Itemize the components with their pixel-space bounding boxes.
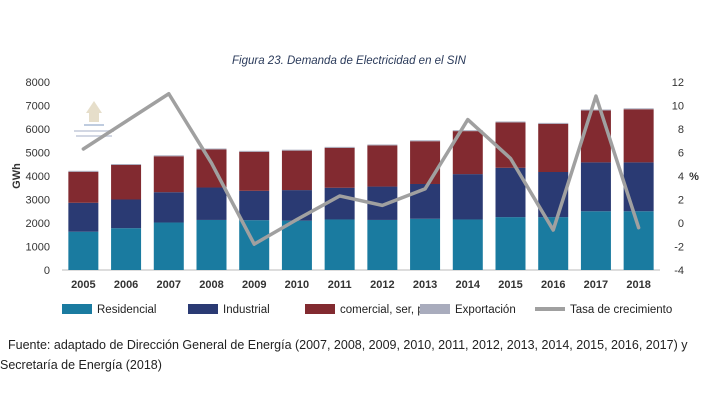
x-tick-label: 2014: [456, 279, 481, 291]
y2-tick-label: 0: [678, 218, 684, 230]
bar-exportaci-n: [153, 155, 184, 157]
y-tick-label: 4000: [26, 171, 50, 183]
y-tick-label: 7000: [26, 101, 50, 113]
bar-exportaci-n: [452, 130, 483, 132]
y-tick-label: 1000: [26, 242, 50, 254]
logo-watermark: [74, 101, 114, 137]
y2-tick-label: 8: [678, 124, 684, 136]
bar-industrial: [239, 190, 270, 221]
bar-residencial: [495, 217, 526, 270]
x-tick-label: 2015: [498, 279, 522, 291]
y-tick-label: 8000: [26, 77, 50, 89]
x-tick-label: 2006: [114, 279, 138, 291]
bar-residencial: [68, 231, 99, 270]
bar-comercial-ser-pub: [153, 156, 184, 193]
source-note: Fuente: adaptado de Dirección General de…: [0, 338, 688, 372]
bar-comercial-ser-pub: [623, 109, 654, 163]
bar-comercial-ser-pub: [410, 141, 441, 184]
y2-tick-label: 10: [672, 101, 684, 113]
x-tick-label: 2011: [328, 279, 352, 291]
legend-swatch: [420, 304, 450, 314]
bar-exportaci-n: [196, 148, 227, 150]
bar-exportaci-n: [538, 122, 569, 124]
y-tick-label: 0: [44, 265, 50, 277]
bar-exportaci-n: [580, 109, 611, 111]
y-axis-title: GWh: [11, 163, 23, 189]
y2-tick-label: 12: [672, 77, 684, 89]
bar-exportaci-n: [623, 108, 654, 110]
bar-industrial: [111, 199, 142, 229]
y-tick-label: 5000: [26, 148, 50, 160]
x-tick-label: 2016: [541, 279, 565, 291]
bar-comercial-ser-pub: [111, 164, 142, 200]
bar-exportaci-n: [111, 164, 142, 165]
x-tick-label: 2013: [413, 279, 437, 291]
bar-industrial: [580, 162, 611, 212]
bar-exportaci-n: [239, 150, 270, 152]
bar-exportaci-n: [410, 140, 441, 142]
bar-exportaci-n: [324, 146, 355, 148]
electricity-demand-chart: Figura 23. Demanda de Electricidad en el…: [11, 55, 700, 316]
y2-tick-label: -2: [674, 242, 684, 254]
bar-residencial: [153, 222, 184, 270]
bar-exportaci-n: [281, 149, 312, 151]
chart-title: Figura 23. Demanda de Electricidad en el…: [232, 55, 467, 67]
bar-residencial: [452, 219, 483, 270]
bar-residencial: [196, 219, 227, 270]
bar-industrial: [452, 174, 483, 220]
x-tick-label: 2012: [370, 279, 394, 291]
bar-industrial: [68, 202, 99, 232]
x-tick-label: 2005: [71, 279, 95, 291]
bar-industrial: [281, 190, 312, 221]
bar-residencial: [623, 211, 654, 270]
bar-comercial-ser-pub: [68, 171, 99, 203]
bar-exportaci-n: [495, 121, 526, 123]
x-tick-label: 2010: [285, 279, 309, 291]
legend-label: Exportación: [455, 304, 516, 316]
legend-label: Tasa de crecimiento: [570, 304, 672, 316]
x-tick-label: 2018: [626, 279, 650, 291]
y2-tick-label: 6: [678, 148, 684, 160]
y2-tick-label: -4: [674, 265, 684, 277]
legend-label: Residencial: [97, 304, 156, 316]
y2-tick-label: 4: [678, 171, 684, 183]
bar-industrial: [623, 162, 654, 212]
bar-comercial-ser-pub: [239, 151, 270, 191]
legend-label: comercial, ser, pub: [340, 304, 437, 316]
x-tick-label: 2009: [242, 279, 266, 291]
y2-axis-title: %: [689, 171, 699, 183]
bar-residencial: [324, 219, 355, 270]
legend-label: Industrial: [223, 304, 270, 316]
bar-comercial-ser-pub: [538, 123, 569, 173]
bar-comercial-ser-pub: [367, 145, 398, 187]
bar-comercial-ser-pub: [324, 147, 355, 188]
bar-residencial: [111, 228, 142, 270]
y-tick-label: 6000: [26, 124, 50, 136]
y-tick-label: 3000: [26, 195, 50, 207]
bar-exportaci-n: [68, 170, 99, 172]
bar-industrial: [153, 192, 184, 223]
legend-swatch: [188, 304, 218, 314]
bar-exportaci-n: [367, 144, 398, 146]
bar-industrial: [324, 187, 355, 220]
bar-industrial: [196, 187, 227, 220]
y-tick-label: 2000: [26, 218, 50, 230]
x-tick-label: 2008: [199, 279, 223, 291]
bar-residencial: [367, 219, 398, 270]
bar-residencial: [580, 211, 611, 270]
legend-swatch: [62, 304, 92, 314]
bar-residencial: [410, 218, 441, 270]
x-tick-label: 2017: [584, 279, 608, 291]
y2-tick-label: 2: [678, 195, 684, 207]
bar-comercial-ser-pub: [580, 110, 611, 163]
legend-swatch: [305, 304, 335, 314]
x-tick-label: 2007: [157, 279, 181, 291]
bar-comercial-ser-pub: [281, 150, 312, 191]
bar-residencial: [281, 220, 312, 270]
